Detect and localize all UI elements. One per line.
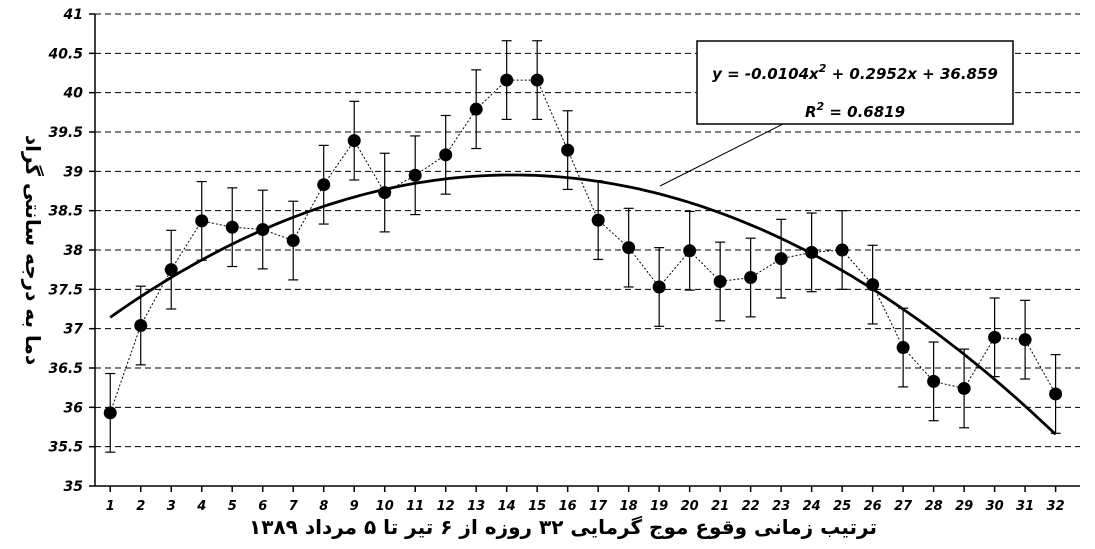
r2-part-1: R [805,103,817,121]
data-point [500,73,514,87]
x-tick-label: 22 [742,499,760,514]
x-tick-label: 7 [289,499,299,514]
data-point [1049,387,1063,401]
x-tick-label: 20 [681,499,699,514]
x-tick-label: 18 [620,499,638,514]
data-point [195,214,209,228]
data-point [591,213,605,227]
y-tick-label: 37 [64,322,84,338]
polynomial-trendline [109,173,1057,436]
data-point [652,280,666,294]
x-tick-label: 4 [196,499,206,514]
data-point [347,134,361,148]
data-point [164,263,178,277]
x-tick-label: 12 [437,499,455,514]
y-tick-label: 40.5 [47,46,83,62]
data-point [957,381,971,395]
y-tick-label: 39.5 [48,125,83,141]
data-point [988,330,1002,344]
x-tick-label: 19 [650,499,668,514]
y-tick-label: 41 [63,7,83,23]
y-tick-label: 35 [64,479,84,495]
x-tick-label: 9 [350,499,359,514]
x-tick-label: 25 [833,499,851,514]
x-tick-label: 32 [1047,499,1065,514]
r2-superscript: 2 [817,100,825,113]
data-point [103,406,117,420]
equation-box [696,40,1014,125]
data-point [927,374,941,388]
x-tick-label: 1 [106,499,115,514]
axes [94,14,1080,492]
x-tick-label: 28 [925,499,943,514]
data-point [805,245,819,259]
data-point [896,341,910,355]
x-tick-label: 17 [589,499,608,514]
r2-part-2: = 0.6819 [824,103,905,121]
data-point [408,168,422,182]
equation-leader-line [659,123,784,187]
x-tick-label: 16 [559,499,577,514]
x-tick-label: 2 [136,499,145,514]
y-tick-labels: 35 35.5 36 36.5 37 37.5 38 38.5 39 39.5 40 40.5 41 [47,7,83,495]
data-point [713,274,727,288]
data-point [317,178,331,192]
x-tick-label: 24 [803,499,821,514]
x-tick-label: 8 [319,499,328,514]
x-tick-label: 15 [528,499,546,514]
x-tick-label: 14 [498,499,516,514]
data-point [134,319,148,333]
data-point [439,148,453,162]
x-tick-labels: 1 2 3 4 5 6 7 8 9 10 11 12 13 14 15 16 17 18 19 20 21 22 23 24 2… [106,499,1065,514]
data-point [469,102,483,116]
y-tick-label: 35.5 [48,440,83,456]
trend-equation: y = -0.0104x2 + 0.2952x + 36.859 [712,62,998,83]
data-point [835,243,849,257]
data-point [530,73,544,87]
data-point [744,271,758,285]
y-tick-label: 36 [64,400,84,416]
x-tick-label: 23 [772,499,790,514]
y-tick-label: 37.5 [48,282,83,298]
x-tick-label: 30 [986,499,1004,514]
x-tick-label: 3 [167,499,176,514]
y-tick-label: 39 [64,164,84,180]
x-tick-label: 6 [258,499,267,514]
eq-superscript: 2 [819,62,827,75]
data-points [103,73,1063,420]
r-squared: R2 = 0.6819 [805,100,905,121]
x-tick-label: 31 [1016,499,1034,514]
x-tick-label: 21 [711,499,729,514]
x-tick-label: 11 [406,499,424,514]
data-point [622,241,636,255]
data-point [225,220,239,234]
x-tick-label: 27 [894,499,913,514]
eq-part-1: y = -0.0104x [712,65,820,83]
y-tick-label: 38 [64,243,84,259]
data-point [286,234,300,248]
data-point [866,278,880,292]
y-tick-label: 40 [63,86,84,102]
y-axis-title: دما به درجه سانتی گراد [21,135,45,365]
x-tick-label: 26 [864,499,882,514]
x-tick-label: 13 [467,499,485,514]
data-point [378,186,392,200]
data-point [683,244,697,258]
data-point [1018,333,1032,347]
data-point [256,223,270,237]
x-axis-title: ترتیب زمانی وقوع موج گرمایی ۳۲ روزه از ۶… [249,515,877,539]
x-tick-label: 29 [955,499,973,514]
data-point [774,252,788,266]
x-tick-label: 10 [376,499,394,514]
series-connector-line [109,79,1057,413]
y-tick-label: 36.5 [48,361,83,377]
eq-part-2: + 0.2952x + 36.859 [826,65,997,83]
data-point [561,143,575,157]
y-tick-label: 38.5 [48,204,83,220]
x-tick-label: 5 [228,499,237,514]
